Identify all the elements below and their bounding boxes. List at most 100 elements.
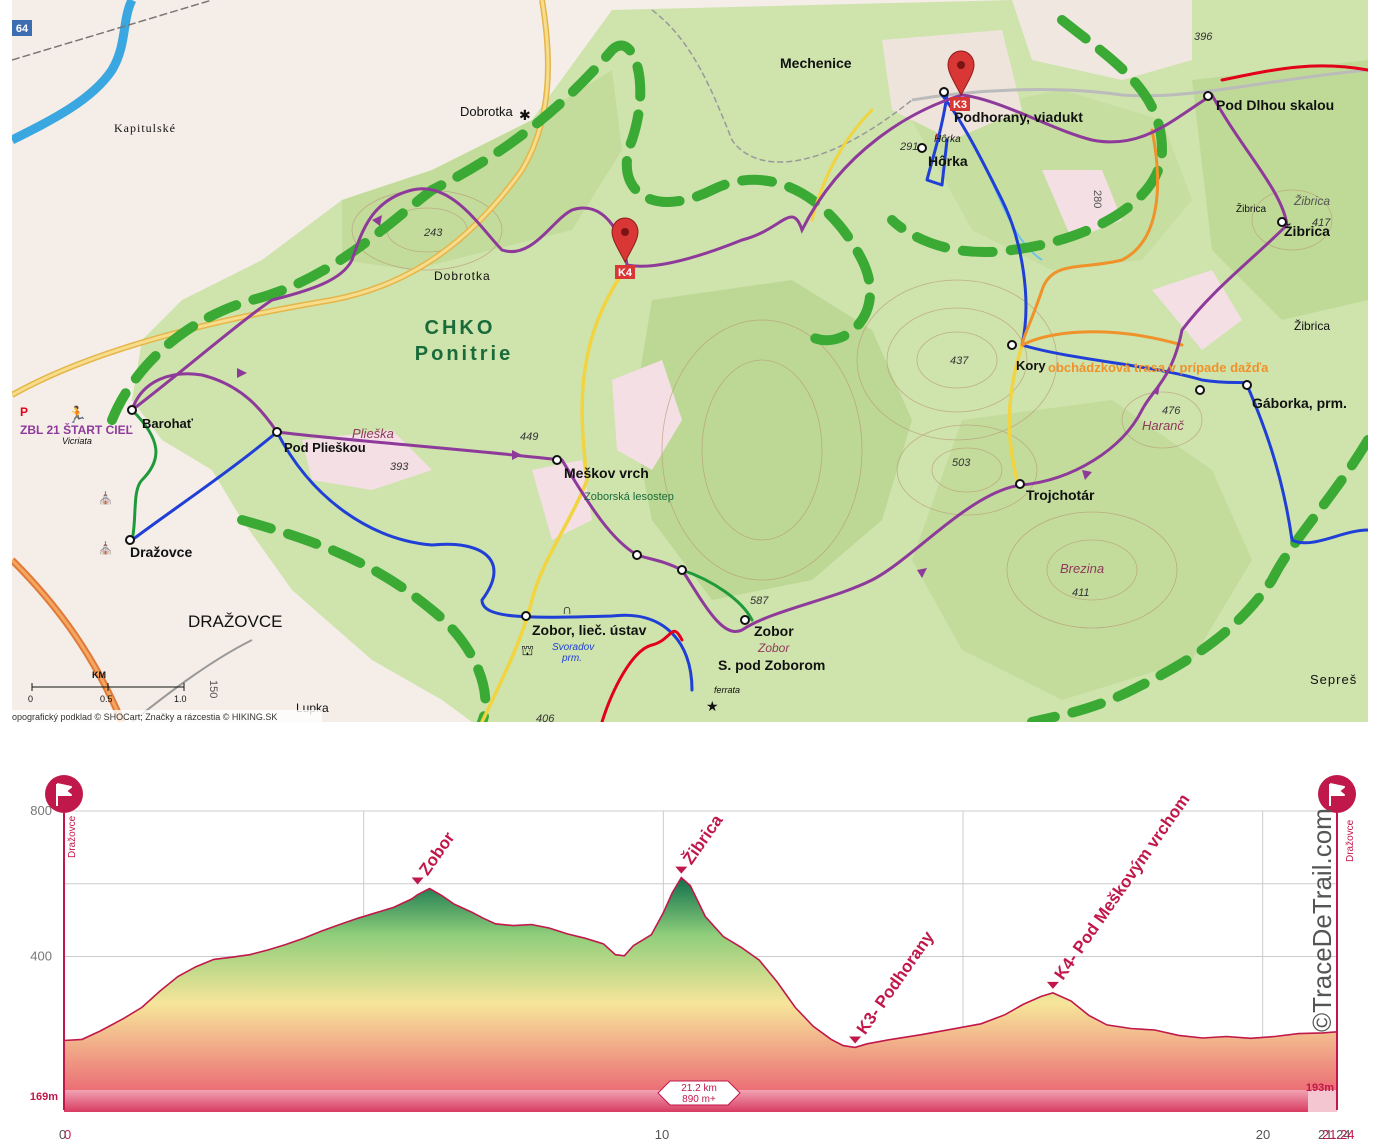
label-trojchotar: Trojchotár: [1026, 487, 1095, 503]
waypoint-marker: [411, 877, 424, 885]
elevation-profile-chart[interactable]: Zobor Žibrica K3- Podhorany K4- Pod Meškový…: [0, 722, 1380, 1148]
summary-band-end: [1308, 1090, 1337, 1112]
elev-587: 587: [750, 595, 769, 607]
green-trail: [130, 408, 754, 622]
y-tick-800: 800: [30, 803, 52, 818]
topo-map[interactable]: K3 K4 Mechenice Podhorany, viadukt Pod D…: [12, 0, 1368, 722]
k3-label: K3: [953, 99, 967, 111]
checkpoint-k3-marker[interactable]: K3: [947, 50, 975, 111]
map-panel[interactable]: K3 K4 Mechenice Podhorany, viadukt Pod D…: [12, 0, 1368, 722]
tracedetrail-watermark: ©TraceDeTrail.com: [1307, 808, 1337, 1032]
profile-area: [63, 876, 1338, 1107]
label-zibrica-mark: Žibrica: [1293, 193, 1330, 208]
elev-449: 449: [520, 431, 538, 443]
blue-trail-3: [925, 93, 949, 187]
label-kory: Kory: [1016, 358, 1046, 373]
waypoint-label: K3- Podhorany: [853, 927, 938, 1037]
x-tick-0-red: 0: [64, 1127, 71, 1142]
k4-label: K4: [618, 267, 633, 279]
elev-437: 437: [950, 355, 969, 367]
farm-icon: ✱: [519, 107, 531, 123]
label-drazovce-town: DRAŽOVCE: [188, 612, 282, 631]
elevation-line: [63, 876, 1338, 1049]
road-64: 64: [16, 23, 29, 35]
x-tick-20: 20: [1256, 1127, 1270, 1142]
label-meskov-vrch: Meškov vrch: [564, 465, 649, 481]
scale-bar: KM 0 0.5 1.0: [28, 670, 187, 704]
waypoint-marker: [675, 866, 688, 874]
race-route: [129, 92, 1289, 634]
checkpoint-k4-marker[interactable]: K4: [611, 217, 639, 279]
label-zobor-italic: Zobor: [757, 641, 790, 655]
summary-distance: 21.2 km: [681, 1083, 717, 1094]
elev-417: 417: [1312, 217, 1331, 229]
label-ferrata: ferrata: [714, 685, 740, 695]
end-elevation-label: 193m: [1306, 1082, 1334, 1094]
castle-icon: ⛫: [521, 642, 534, 658]
roads: [12, 0, 1368, 722]
label-drazovce-stop: Dražovce: [130, 544, 192, 560]
map-symbols: 🏃 P ★ ⛫ ∩ ✱ ⛪ ⛪ ↑: [20, 107, 940, 714]
x-tick-0: 0: [59, 1127, 66, 1142]
detour-trail: [1020, 128, 1184, 347]
elevation-fill: [64, 877, 1337, 1107]
parking-icon: P: [20, 405, 28, 419]
label-barohat: Barohať: [142, 416, 194, 431]
end-flag-icon: [1318, 775, 1356, 813]
x-tick-end-red: 21.24: [1322, 1127, 1355, 1142]
label-s-pod-zoborom: S. pod Zoborom: [718, 657, 825, 673]
label-gaborka: Gáborka, prm.: [1252, 395, 1347, 411]
label-mechenice: Mechenice: [780, 55, 852, 71]
scale-1: 1.0: [174, 694, 187, 704]
label-detour: obchádzková trasa v prípade dažďa: [1048, 360, 1269, 375]
label-svoradov2: prm.: [561, 653, 582, 664]
marked-trails: [130, 64, 1368, 722]
scale-0: 0: [28, 694, 33, 704]
summary-badge: 21.2 km 890 m+: [657, 1080, 741, 1106]
waypoint-marker: [849, 1036, 862, 1044]
label-zobor-peak: Zobor: [754, 623, 794, 639]
copyright-bg: [12, 710, 322, 722]
church-icon: ⛪: [98, 490, 113, 505]
label-vicriata: Vicriata: [62, 436, 92, 446]
label-horka: Hôrka: [928, 153, 968, 169]
river: [12, 0, 137, 145]
x-tick-end: 21.24: [1318, 1127, 1351, 1142]
label-haranc: Haranč: [1142, 418, 1184, 433]
start-elevation-label: 169m: [30, 1091, 58, 1103]
red-trail-2: [1220, 64, 1368, 82]
label-zobor-liec: Zobor, liеč. ústav: [532, 622, 647, 638]
y-tick-400: 400: [30, 949, 52, 964]
scale-unit: KM: [92, 670, 106, 680]
scale-05: 0.5: [100, 694, 113, 704]
blue-trail: [130, 430, 694, 692]
road-280: 280: [1091, 190, 1103, 208]
waypoint-label: K4- Pod Meškovým vrchom: [1051, 790, 1194, 983]
start-place-label: Dražovce: [67, 815, 78, 858]
road-numbers: 64 280 150: [12, 20, 1103, 698]
map-labels: Mechenice Podhorany, viadukt Pod Dlhou s…: [20, 55, 1357, 715]
spot-heights: 396 291 243 437 449 393 503 587 476 411 …: [390, 31, 1331, 722]
label-dobrotka-hill: Dobrotka: [434, 269, 491, 283]
label-start: ZBL 21 ŠTART CIEĽ: [20, 422, 133, 437]
elev-503: 503: [952, 457, 971, 469]
runner-icon: 🏃: [67, 405, 87, 424]
label-zibrica-small: Žibrica: [1236, 202, 1266, 215]
elevation-profile-panel[interactable]: Zobor Žibrica K3- Podhorany K4- Pod Meškový…: [0, 722, 1380, 1148]
label-podhorany-viadukt: Podhorany, viadukt: [954, 109, 1083, 125]
label-kapitulske: Kapitulské: [114, 121, 176, 135]
cave-icon: ∩: [562, 601, 572, 617]
yellow-trail: [480, 268, 629, 722]
label-dobrotka-village: Dobrotka: [460, 104, 514, 119]
red-trail: [600, 629, 684, 722]
label-sepres: Sepreš: [1310, 672, 1357, 687]
park-boundary: [107, 15, 1368, 722]
elev-406: 406: [536, 713, 555, 722]
label-svoradov: Svoradov: [552, 642, 595, 653]
viewpoint-icon: ↑: [934, 129, 940, 143]
label-plieska: Plieška: [352, 426, 394, 441]
contour-lines: [351, 189, 1333, 629]
elev-291: 291: [899, 141, 918, 153]
map-copyright: opografický podklad © SHOCart; Značky a …: [12, 712, 277, 722]
label-zibrica: Žibrica: [1284, 222, 1330, 239]
